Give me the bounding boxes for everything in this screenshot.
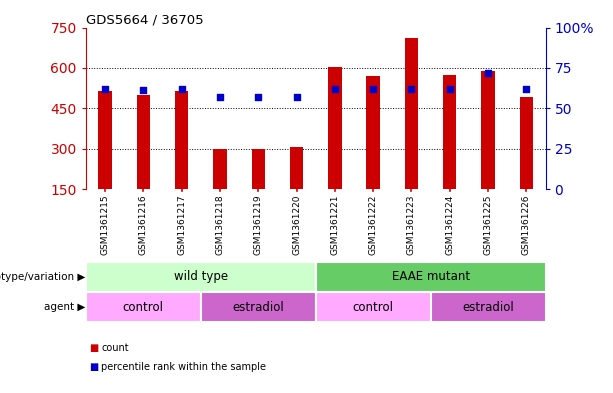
Text: GSM1361222: GSM1361222 (368, 195, 378, 255)
Text: agent ▶: agent ▶ (45, 302, 86, 312)
Text: GSM1361224: GSM1361224 (445, 195, 454, 255)
Bar (316, 292, 430, 322)
Point (330, 86, 340, 92)
Bar (251, 149, 265, 189)
Text: control: control (123, 301, 164, 314)
Bar (443, 75, 457, 189)
Point (368, 86, 378, 92)
Text: GSM1361221: GSM1361221 (330, 195, 340, 255)
Text: GSM1361219: GSM1361219 (254, 195, 263, 255)
Bar (201, 292, 316, 322)
Text: ■: ■ (89, 362, 98, 373)
Text: GSM1361215: GSM1361215 (101, 195, 110, 255)
Text: GSM1361217: GSM1361217 (177, 195, 186, 255)
Text: wild type: wild type (173, 270, 228, 283)
Bar (86, 292, 201, 322)
Point (253, 94, 263, 100)
Text: GSM1361218: GSM1361218 (215, 195, 224, 255)
Point (483, 70, 493, 76)
Point (177, 86, 186, 92)
Text: genotype/variation ▶: genotype/variation ▶ (0, 272, 86, 282)
Text: EAAE mutant: EAAE mutant (392, 270, 470, 283)
Text: GSM1361216: GSM1361216 (139, 195, 148, 255)
Bar (328, 66, 341, 189)
Bar (481, 71, 495, 189)
Point (100, 86, 110, 92)
Text: estradiol: estradiol (232, 301, 284, 314)
Point (522, 86, 531, 92)
Text: ■: ■ (89, 343, 98, 353)
Text: GSM1361220: GSM1361220 (292, 195, 301, 255)
Bar (430, 292, 546, 322)
Bar (86, 262, 316, 292)
Bar (175, 91, 188, 189)
Text: percentile rank within the sample: percentile rank within the sample (101, 362, 266, 373)
Point (406, 86, 416, 92)
Point (445, 86, 455, 92)
Text: count: count (101, 343, 129, 353)
Text: GSM1361225: GSM1361225 (484, 195, 493, 255)
Point (292, 94, 302, 100)
Bar (98, 91, 112, 189)
Bar (290, 147, 303, 189)
Point (139, 87, 148, 94)
Bar (520, 97, 533, 189)
Text: GSM1361226: GSM1361226 (522, 195, 531, 255)
Bar (137, 95, 150, 189)
Text: control: control (352, 301, 394, 314)
Text: estradiol: estradiol (462, 301, 514, 314)
Bar (367, 76, 380, 189)
Point (215, 94, 225, 100)
Text: GDS5664 / 36705: GDS5664 / 36705 (86, 13, 204, 26)
Bar (405, 38, 418, 189)
Bar (316, 262, 546, 292)
Bar (213, 149, 227, 189)
Text: GSM1361223: GSM1361223 (407, 195, 416, 255)
